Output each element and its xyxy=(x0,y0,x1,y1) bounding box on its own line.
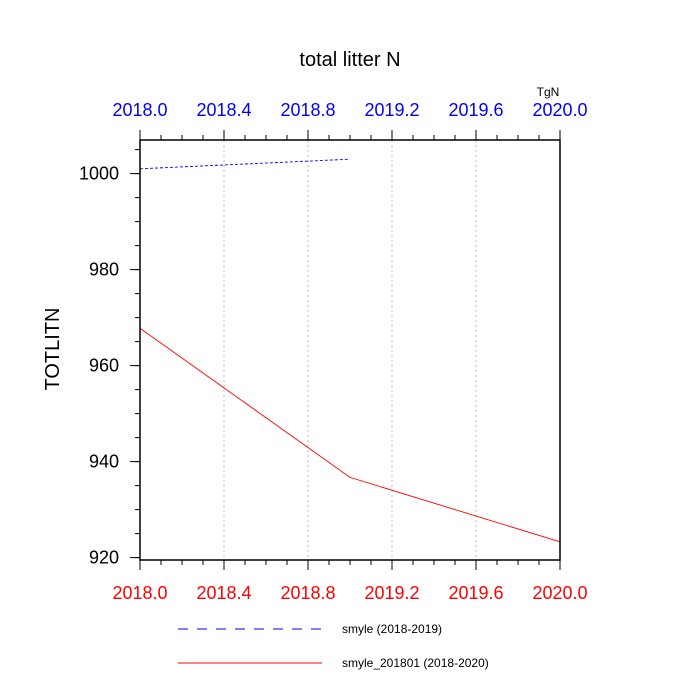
plot-lines xyxy=(139,158,561,543)
plot-frame xyxy=(139,139,561,561)
x-tick-label-bottom: 2018.8 xyxy=(280,583,335,603)
x-tick-label-top: 2020.0 xyxy=(532,100,587,120)
y-tick-label: 980 xyxy=(89,260,119,280)
x-tick-label-bottom: 2019.6 xyxy=(448,583,503,603)
series-line xyxy=(139,327,561,543)
units-label: TgN xyxy=(537,85,560,99)
x-tick-label-top: 2018.0 xyxy=(112,100,167,120)
chart-title: total litter N xyxy=(299,49,400,71)
x-tick-label-bottom: 2018.0 xyxy=(112,583,167,603)
x-tick-label-bottom: 2019.2 xyxy=(364,583,419,603)
x-tick-label-bottom: 2020.0 xyxy=(532,583,587,603)
x-tick-label-bottom: 2018.4 xyxy=(196,583,251,603)
x-tick-label-top: 2019.6 xyxy=(448,100,503,120)
x-tick-label-top: 2019.2 xyxy=(364,100,419,120)
y-tick-label: 960 xyxy=(89,356,119,376)
x-tick-label-top: 2018.8 xyxy=(280,100,335,120)
x-tick-label-top: 2018.4 xyxy=(196,100,251,120)
y-axis-label: TOTLITN xyxy=(42,308,64,391)
y-tick-label: 1000 xyxy=(79,164,119,184)
series-line xyxy=(139,158,351,170)
ticks xyxy=(130,130,561,570)
axes xyxy=(139,139,561,561)
legend-label: smyle_201801 (2018-2020) xyxy=(342,656,489,670)
grid xyxy=(223,140,477,560)
legend: smyle (2018-2019) smyle_201801 (2018-2020… xyxy=(178,622,489,670)
legend-label: smyle (2018-2019) xyxy=(342,622,442,636)
tick-labels: 2018.0 2018.0 2018.4 2018.4 2018.8 2018.8 2019… xyxy=(79,100,588,603)
y-tick-label: 940 xyxy=(89,452,119,472)
y-tick-label: 920 xyxy=(89,548,119,568)
